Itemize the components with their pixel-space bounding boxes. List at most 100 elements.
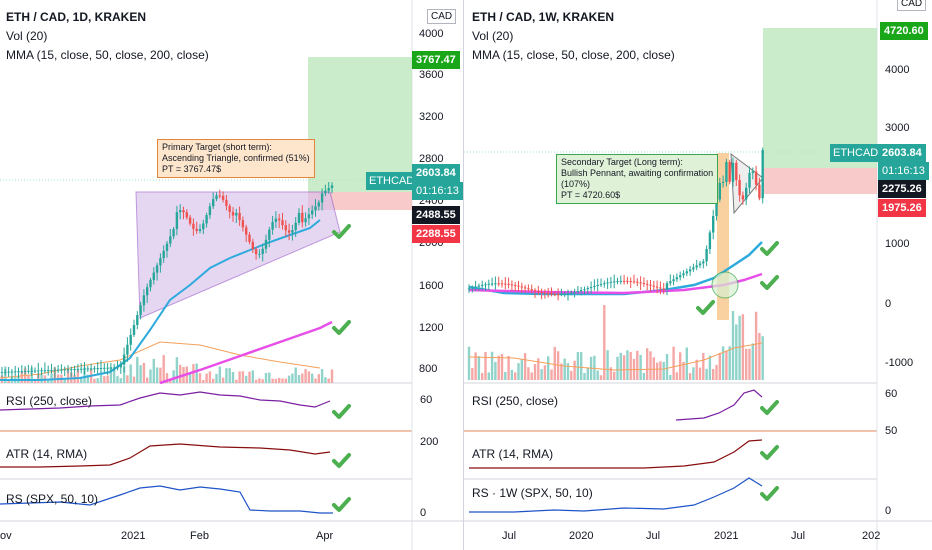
check-icon bbox=[332, 497, 351, 512]
primary-target-note[interactable]: Primary Target (short term): Ascending T… bbox=[157, 139, 315, 178]
volume-bar bbox=[556, 351, 560, 380]
left-chart-canvas[interactable] bbox=[0, 0, 463, 550]
left-chart-panel[interactable]: ETH / CAD, 1D, KRAKEN Vol (20) MMA (15, … bbox=[0, 0, 463, 550]
candle-body bbox=[659, 287, 662, 289]
candle-body bbox=[37, 370, 40, 372]
candle-body bbox=[80, 368, 83, 370]
candle-body bbox=[672, 279, 675, 282]
candle-body bbox=[494, 283, 497, 285]
left-price-label: 1200 bbox=[419, 322, 444, 334]
volume-bar bbox=[136, 356, 139, 383]
bar-timer: 01:16:13 bbox=[412, 182, 463, 200]
volume-bar bbox=[490, 351, 494, 380]
volume-bar bbox=[728, 346, 731, 380]
volume-bar bbox=[96, 378, 99, 383]
candle-body bbox=[268, 229, 271, 240]
left-currency-badge[interactable]: CAD bbox=[427, 9, 457, 24]
volume-bar bbox=[175, 357, 179, 383]
right-currency-badge[interactable]: CAD bbox=[897, 0, 927, 11]
candle-body bbox=[53, 369, 56, 371]
secondary-target-note[interactable]: Secondary Target (Long term): Bullish Pe… bbox=[556, 154, 719, 204]
candle-body bbox=[586, 288, 589, 290]
time-label: ov bbox=[0, 530, 12, 542]
volume-bar bbox=[202, 379, 205, 383]
candle-body bbox=[576, 291, 580, 293]
candle-body bbox=[10, 371, 14, 373]
atr-label[interactable]: ATR (14, RMA) bbox=[6, 447, 88, 461]
check-icon bbox=[760, 275, 779, 290]
volume-bar bbox=[155, 367, 159, 383]
left-volume-label[interactable]: Vol (20) bbox=[6, 29, 48, 43]
right-chart-panel[interactable]: ETH / CAD, 1W, KRAKEN Vol (20) MMA (15, … bbox=[463, 0, 932, 550]
volume-bar bbox=[208, 371, 212, 383]
left-price-label: 4000 bbox=[419, 28, 444, 40]
candle-body bbox=[484, 284, 487, 286]
volume-bar bbox=[294, 367, 297, 383]
volume-bar bbox=[205, 373, 208, 383]
right-chart-title[interactable]: ETH / CAD, 1W, KRAKEN bbox=[472, 10, 615, 24]
candle-body bbox=[76, 368, 80, 370]
candle-body bbox=[510, 284, 514, 286]
note-line: (107%) bbox=[561, 179, 591, 189]
left-chart-title[interactable]: ETH / CAD, 1D, KRAKEN bbox=[6, 10, 147, 24]
volume-bar bbox=[238, 371, 241, 383]
volume-bar bbox=[50, 373, 53, 383]
volume-bar bbox=[268, 372, 271, 383]
rsi-label[interactable]: RSI (250, close) bbox=[6, 394, 93, 408]
left-mma-label[interactable]: MMA (15, close, 50, close, 200, close) bbox=[6, 48, 209, 62]
volume-bar bbox=[547, 356, 550, 380]
target-price-tag: 4720.60 bbox=[880, 22, 928, 40]
right-chart-canvas[interactable] bbox=[464, 0, 932, 550]
volume-bar bbox=[258, 378, 261, 383]
candle-body bbox=[500, 283, 504, 285]
candle-body bbox=[175, 212, 179, 230]
volume-bar bbox=[142, 362, 146, 383]
rs-label[interactable]: RS · 1W (SPX, 50, 10) bbox=[472, 486, 593, 500]
right-volume-label[interactable]: Vol (20) bbox=[472, 29, 514, 43]
volume-bar bbox=[708, 355, 712, 380]
volume-bar bbox=[580, 352, 583, 380]
candle-body bbox=[728, 162, 731, 182]
volume-bar bbox=[324, 377, 327, 383]
candle-body bbox=[14, 371, 17, 373]
candle-body bbox=[320, 193, 324, 203]
right-mma-label[interactable]: MMA (15, close, 50, close, 200, close) bbox=[472, 48, 675, 62]
volume-bar bbox=[550, 369, 553, 380]
check-icon bbox=[760, 445, 779, 460]
volume-bar bbox=[314, 378, 317, 383]
volume-bar bbox=[688, 373, 692, 380]
volume-bar bbox=[583, 373, 586, 380]
candle-body bbox=[165, 243, 169, 251]
right-check-marks bbox=[696, 241, 779, 501]
candle-body bbox=[573, 291, 576, 293]
volume-bar bbox=[504, 371, 507, 380]
candle-body bbox=[708, 232, 712, 249]
right-price-label: 4000 bbox=[885, 64, 910, 76]
volume-bar bbox=[228, 368, 231, 383]
volume-bar bbox=[533, 364, 537, 380]
candle-body bbox=[652, 285, 655, 287]
candle-body bbox=[692, 267, 695, 270]
volume-bar bbox=[679, 352, 682, 380]
candle-body bbox=[241, 220, 245, 228]
candle-body bbox=[467, 288, 471, 290]
candle-body bbox=[682, 273, 685, 276]
volume-bar bbox=[221, 377, 225, 383]
candle-body bbox=[580, 290, 583, 292]
volume-bar bbox=[113, 368, 116, 383]
check-icon bbox=[760, 400, 779, 415]
candle-body bbox=[264, 239, 268, 249]
left-price-label: 1600 bbox=[419, 280, 444, 292]
volume-bar bbox=[622, 355, 626, 380]
rs-label[interactable]: RS (SPX, 50, 10) bbox=[6, 492, 99, 506]
candle-body bbox=[182, 210, 185, 213]
note-line: Ascending Triangle, confirmed (51%) bbox=[162, 153, 310, 163]
volume-bar bbox=[119, 378, 122, 383]
candle-body bbox=[192, 223, 195, 229]
atr-label[interactable]: ATR (14, RMA) bbox=[472, 447, 554, 461]
candle-body bbox=[99, 367, 103, 369]
candle-body bbox=[665, 283, 669, 290]
rsi-label[interactable]: RSI (250, close) bbox=[472, 394, 559, 408]
volume-bar bbox=[278, 377, 281, 383]
loss-zone bbox=[308, 192, 412, 210]
